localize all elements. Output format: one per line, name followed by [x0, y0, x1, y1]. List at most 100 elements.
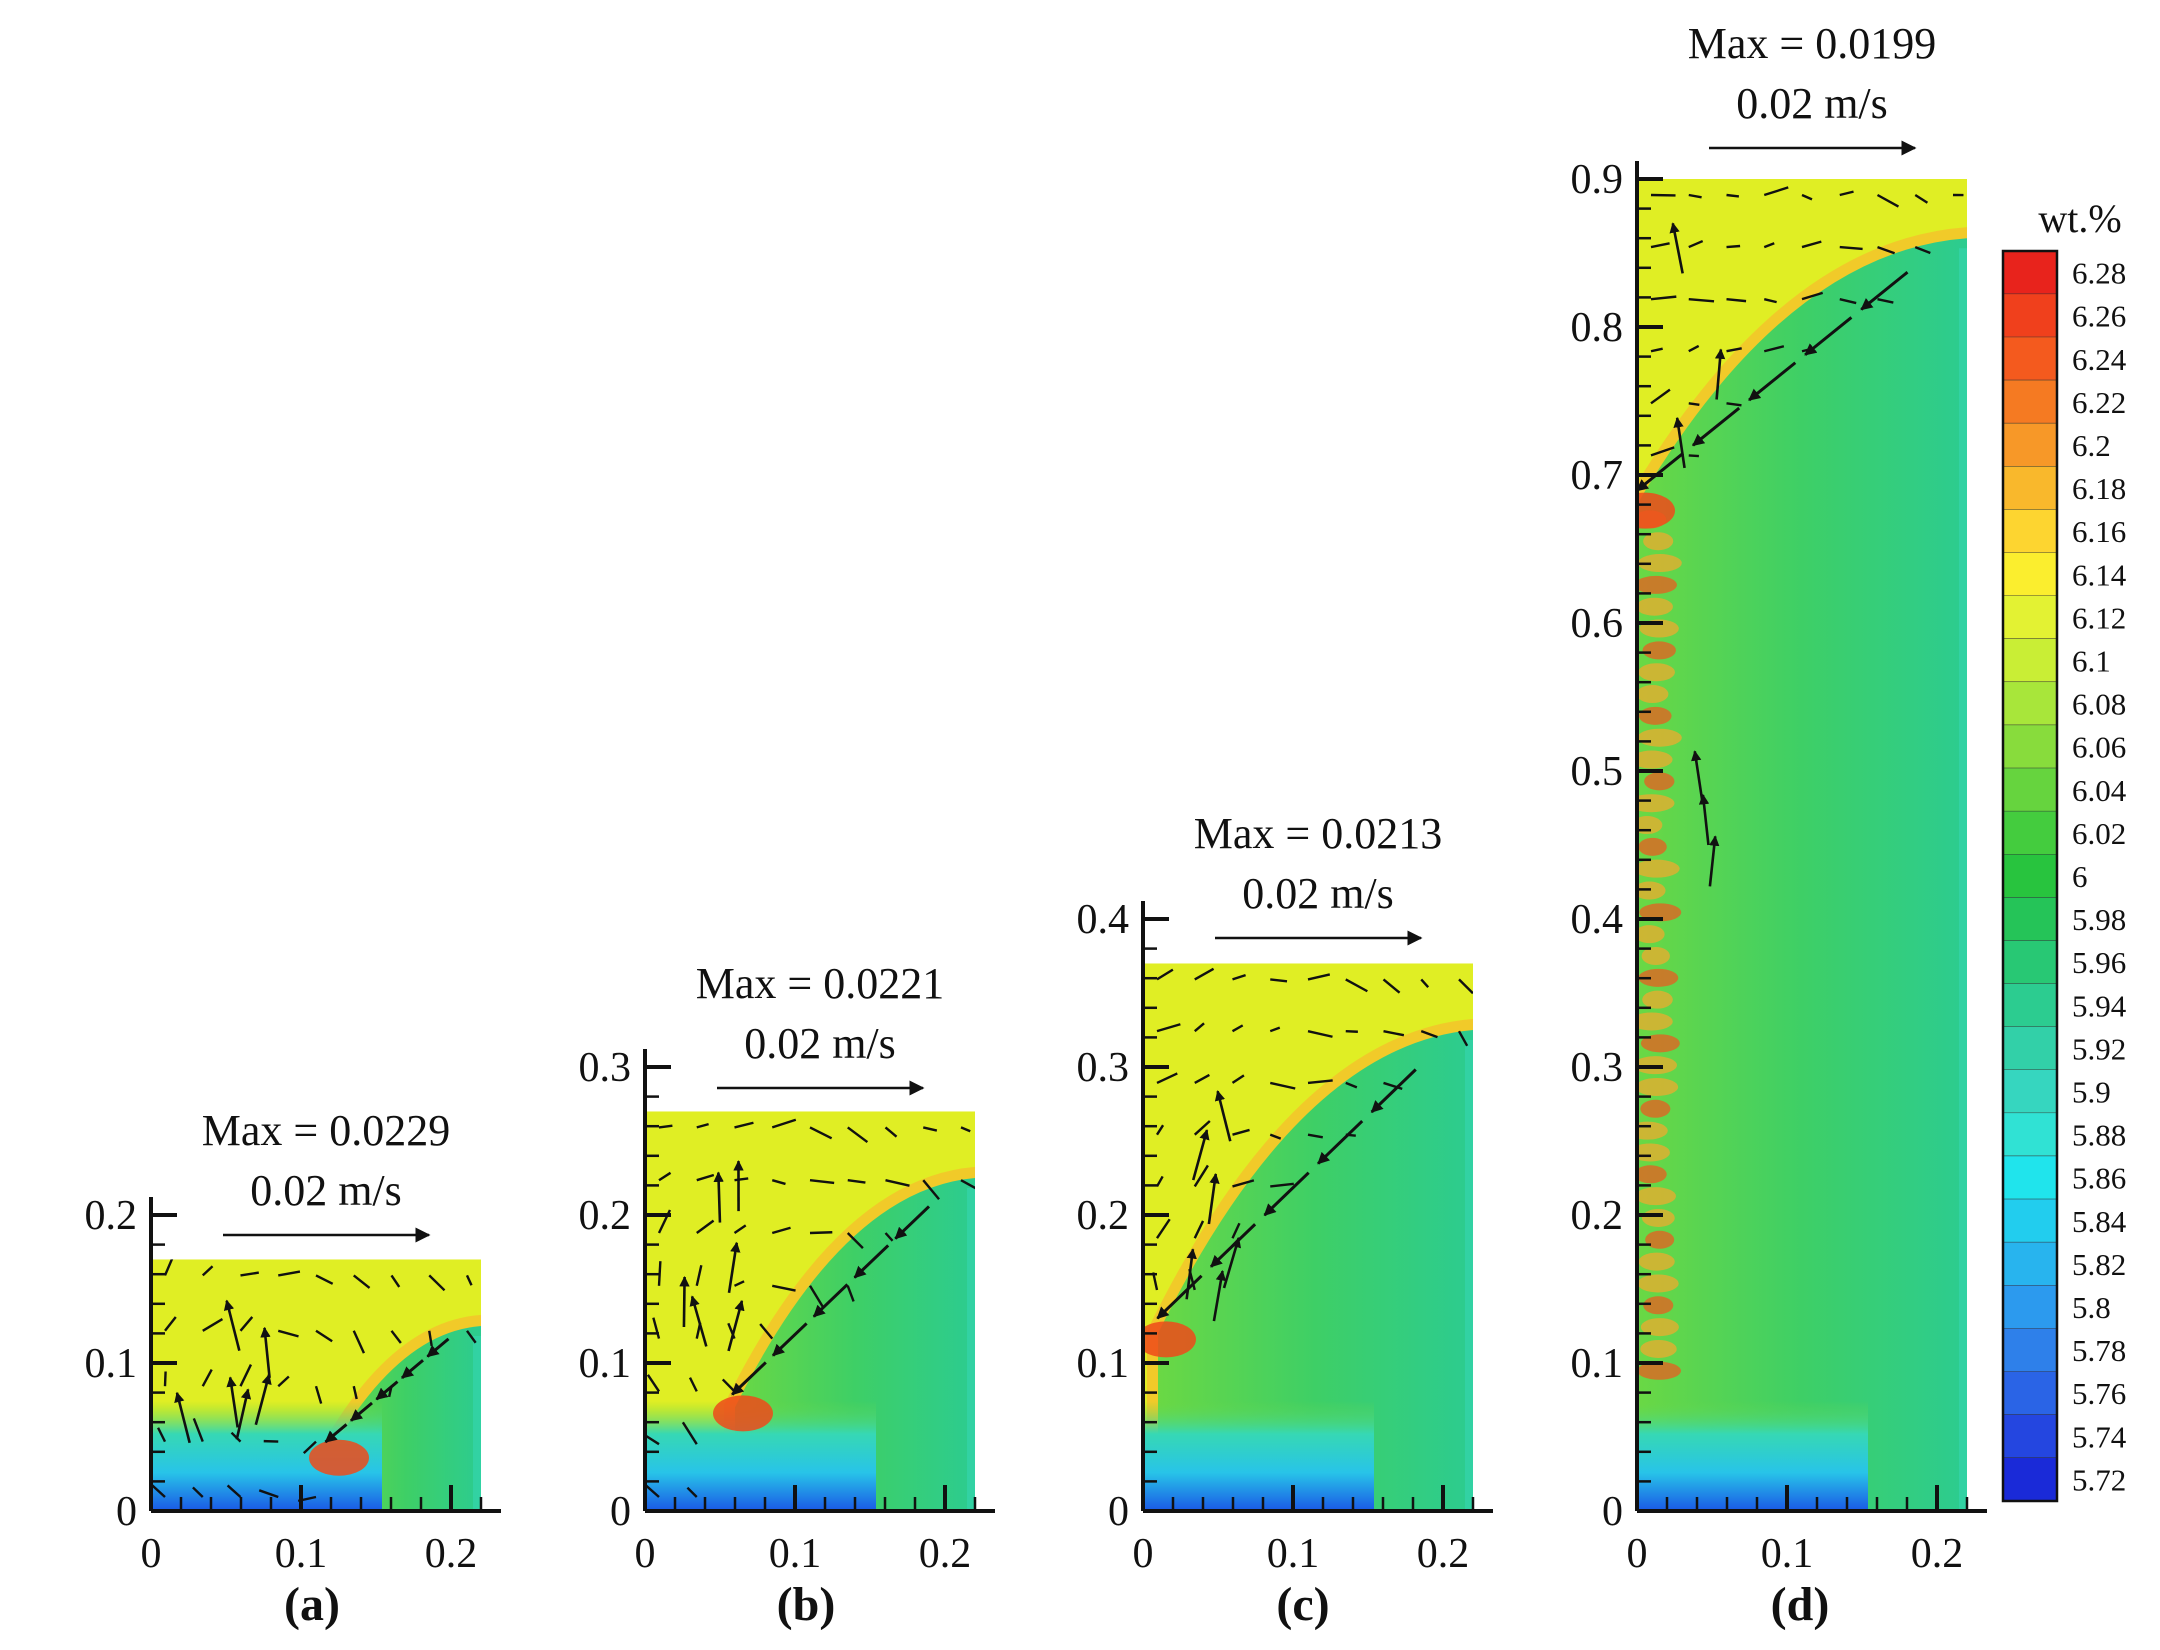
colorbar-label: 6.06 — [2072, 730, 2126, 765]
colorbar-swatch — [2003, 940, 2057, 985]
bulk-liquid — [1158, 1030, 1473, 1511]
velocity-vectors — [1637, 186, 1964, 887]
y-tick-label: 0.1 — [1077, 1341, 1130, 1387]
enriched-zone — [309, 1439, 369, 1476]
max-velocity-label: Max = 0.0213 — [1194, 809, 1442, 858]
y-tick-label: 0.7 — [1571, 453, 1624, 499]
axes: 0 0.1 0.2 0 0.1 0.2 — [85, 1193, 501, 1577]
y-tick-label: 0 — [1108, 1489, 1129, 1535]
colorbar-swatch — [2003, 854, 2057, 899]
colorbar-label: 6.08 — [2072, 687, 2126, 722]
colorbar-swatch — [2003, 1199, 2057, 1243]
colorbar: wt.%6.286.266.246.226.26.186.166.146.126… — [2001, 196, 2127, 1503]
colorbar-label: 5.96 — [2072, 945, 2126, 980]
colorbar-swatch — [2003, 251, 2057, 295]
colorbar-swatch — [2003, 1242, 2057, 1286]
enriched-zone — [1143, 1321, 1196, 1358]
y-tick-label: 0.1 — [579, 1341, 632, 1387]
x-tick-label: 0.2 — [1417, 1531, 1470, 1577]
x-tick-label: 0 — [635, 1531, 656, 1577]
reference-vector-label: 0.02 m/s — [250, 1166, 402, 1215]
colorbar-title: wt.% — [2038, 196, 2121, 241]
colorbar-label: 5.86 — [2072, 1161, 2126, 1196]
colorbar-swatch — [2003, 1069, 2057, 1114]
colorbar-swatch — [2003, 466, 2057, 511]
colorbar-swatch — [2003, 811, 2057, 855]
colorbar-swatch — [2003, 682, 2057, 726]
y-tick-label: 0.6 — [1571, 601, 1624, 647]
panel-label: (d) — [1771, 1578, 1830, 1631]
y-tick-label: 0.3 — [579, 1045, 632, 1091]
y-tick-label: 0.1 — [85, 1341, 138, 1387]
panel-label: (c) — [1276, 1578, 1329, 1631]
colorbar-label: 5.9 — [2072, 1075, 2111, 1110]
colorbar-label: 5.82 — [2072, 1247, 2126, 1282]
reference-vector-label: 0.02 m/s — [1736, 79, 1888, 128]
max-velocity-label: Max = 0.0229 — [202, 1106, 450, 1155]
colorbar-swatch — [2003, 509, 2057, 554]
colorbar-label: 6.14 — [2072, 557, 2127, 592]
y-tick-label: 0.4 — [1571, 897, 1624, 943]
panel-b: 0 0.1 0.2 0.3 0 0.1 0.2 Max = 0.0221 0.02 m/s (b) — [579, 959, 995, 1631]
colorbar-swatch — [2003, 897, 2057, 942]
colorbar-swatch — [2003, 595, 2057, 640]
concentration-field — [645, 1111, 975, 1512]
colorbar-label: 5.74 — [2072, 1419, 2127, 1454]
y-tick-label: 0.3 — [1077, 1045, 1130, 1091]
colorbar-label: 5.78 — [2072, 1333, 2126, 1368]
panel-c: 0 0.1 0.2 0.3 0.4 0 0.1 0.2 Max = 0.0213 0.02 m/s… — [1077, 809, 1493, 1631]
colorbar-swatch — [2003, 294, 2057, 338]
max-velocity-label: Max = 0.0221 — [696, 959, 944, 1008]
concentration-field — [1637, 179, 1967, 1511]
concentration-field — [1143, 963, 1473, 1511]
colorbar-label: 6.18 — [2072, 471, 2126, 506]
colorbar-label: 5.94 — [2072, 988, 2127, 1023]
colorbar-label: 6.02 — [2072, 816, 2126, 851]
colorbar-label: 6.22 — [2072, 385, 2126, 420]
colorbar-swatch — [2003, 380, 2057, 424]
y-tick-label: 0.2 — [1077, 1193, 1130, 1239]
axes: 0 0.1 0.2 0.3 0 0.1 0.2 — [579, 1045, 995, 1577]
colorbar-label: 5.92 — [2072, 1031, 2126, 1066]
colorbar-swatch — [2003, 552, 2057, 597]
colorbar-swatch — [2003, 1371, 2057, 1416]
colorbar-label: 5.72 — [2072, 1462, 2126, 1497]
colorbar-swatch — [2003, 337, 2057, 381]
y-tick-label: 0 — [116, 1489, 137, 1535]
reference-vector-label: 0.02 m/s — [1242, 869, 1394, 918]
x-tick-label: 0 — [141, 1531, 162, 1577]
colorbar-swatch — [2003, 768, 2057, 812]
colorbar-label: 6.24 — [2072, 342, 2127, 377]
panel-d: 0 0.1 0.2 0.3 0.4 0.5 0.6 0.7 0.8 0.9 0 0.1 0.2 Max =… — [1571, 19, 1987, 1631]
axes: 0 0.1 0.2 0.3 0.4 0.5 0.6 0.7 0.8 0.9 0 0.1 0.2 — [1571, 157, 1987, 1577]
x-tick-label: 0.1 — [1761, 1531, 1814, 1577]
colorbar-label: 5.76 — [2072, 1376, 2126, 1411]
colorbar-label: 6 — [2072, 859, 2088, 894]
y-tick-label: 0.2 — [1571, 1193, 1624, 1239]
y-tick-label: 0.8 — [1571, 305, 1624, 351]
colorbar-swatch — [2003, 1457, 2057, 1502]
y-tick-label: 0.4 — [1077, 897, 1130, 943]
reference-vector-label: 0.02 m/s — [744, 1019, 896, 1068]
y-tick-label: 0 — [610, 1489, 631, 1535]
colorbar-label: 6.1 — [2072, 643, 2111, 678]
velocity-vectors — [151, 1259, 477, 1503]
colorbar-swatch — [2003, 1113, 2057, 1157]
colorbar-frame — [2001, 249, 2059, 1503]
x-tick-label: 0 — [1133, 1531, 1154, 1577]
colorbar-swatch — [2003, 1156, 2057, 1200]
panel-label: (b) — [777, 1578, 836, 1631]
colorbar-swatch — [2003, 1328, 2057, 1373]
colorbar-label: 6.28 — [2072, 256, 2126, 291]
colorbar-label: 6.04 — [2072, 773, 2127, 808]
colorbar-label: 5.88 — [2072, 1118, 2126, 1153]
depleted-layer — [1143, 1401, 1374, 1511]
colorbar-label: 6.16 — [2072, 514, 2126, 549]
x-tick-label: 0.1 — [275, 1531, 328, 1577]
colorbar-swatch — [2003, 725, 2057, 769]
y-tick-label: 0.9 — [1571, 157, 1624, 203]
max-velocity-label: Max = 0.0199 — [1688, 19, 1936, 68]
colorbar-swatch — [2003, 1414, 2057, 1459]
colorbar-label: 6.26 — [2072, 299, 2126, 334]
